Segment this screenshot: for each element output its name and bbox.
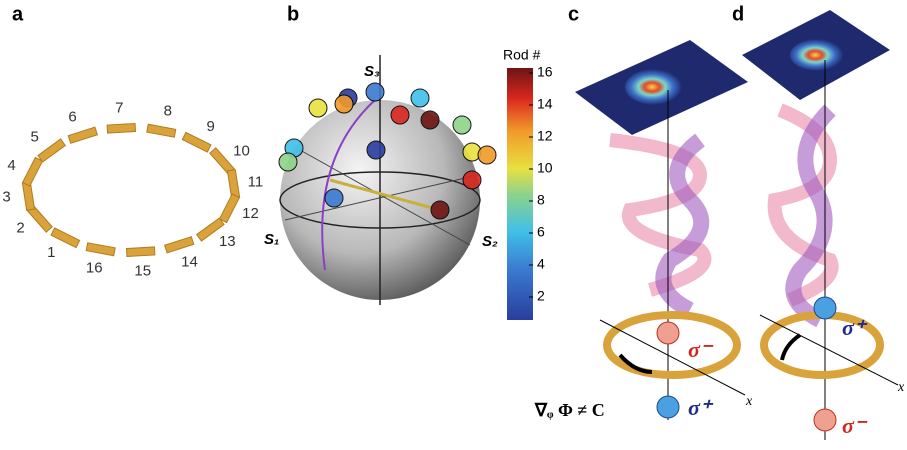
rod-label: 12: [242, 205, 259, 222]
axis-label: x: [745, 394, 753, 409]
rod-label: 11: [248, 173, 264, 190]
rod-label: 15: [134, 263, 151, 280]
sphere-dot: [431, 201, 449, 219]
sphere-dot: [411, 89, 429, 107]
sphere-axis: S₃: [364, 63, 380, 80]
rod: [147, 124, 176, 137]
panel-label: d: [732, 3, 744, 25]
sphere-dot: [391, 106, 409, 124]
sphere-dot: [453, 116, 471, 134]
figure: a b c d S₃ S₁ S₂ Rod # ∇ᵩ Φ ≠ C σ⁻ σ⁺ x …: [0, 0, 907, 450]
rod-label: 6: [68, 108, 76, 125]
sigma-label: σ⁻: [688, 337, 714, 362]
sphere-dot: [367, 141, 385, 159]
panel-label: a: [12, 3, 24, 25]
rod-label: 1: [47, 244, 55, 261]
panel-d-art: [742, 10, 898, 440]
rod: [165, 237, 194, 253]
colorbar-tick-label: 10: [537, 160, 553, 176]
rod-label: 2: [16, 219, 24, 236]
rod: [126, 247, 154, 257]
axis-label: x: [897, 380, 905, 395]
sigma-label: σ⁻: [842, 413, 868, 438]
rod-label: 13: [219, 233, 236, 250]
rod-label: 14: [181, 253, 198, 270]
colorbar-tick-label: 4: [537, 256, 545, 272]
panel-label: c: [568, 3, 579, 25]
rod: [23, 157, 43, 186]
sphere-dot: [325, 189, 343, 207]
colorbar-tick-label: 8: [537, 192, 545, 208]
rod-label: 3: [2, 189, 10, 206]
sphere-dot: [309, 99, 327, 117]
sphere-axis: S₂: [482, 233, 498, 250]
colorbar-tick-label: 2: [537, 288, 545, 304]
panel-c-art: [575, 40, 748, 420]
rod: [182, 132, 211, 152]
colorbar-title: Rod #: [503, 47, 541, 63]
sigma-label: σ⁺: [688, 395, 714, 420]
sigma-label: σ⁺: [842, 315, 868, 340]
rod: [38, 139, 65, 162]
sphere-dot: [463, 171, 481, 189]
rod-label: 8: [164, 103, 172, 120]
sphere-dot: [366, 83, 384, 101]
colorbar-tick-label: 14: [537, 96, 553, 112]
colorbar-tick-label: 12: [537, 128, 553, 144]
rod-label: 9: [207, 118, 215, 135]
panel-label: b: [287, 3, 299, 25]
sphere-dot: [421, 111, 439, 129]
sphere-dot: [335, 95, 353, 113]
rod-label: 16: [86, 259, 103, 276]
rod-label: 7: [115, 99, 123, 116]
colorbar-tick-label: 6: [537, 224, 545, 240]
sphere-axis: S₁: [264, 231, 279, 248]
colorbar-tick-label: 16: [537, 64, 553, 80]
formula: ∇ᵩ Φ ≠ C: [534, 400, 605, 420]
rod: [68, 127, 97, 143]
rod: [86, 243, 115, 256]
rod: [220, 194, 240, 223]
colorbar: [507, 68, 533, 320]
sphere-dot: [478, 146, 496, 164]
rod-label: 5: [31, 129, 39, 146]
rod-label: 10: [233, 143, 250, 160]
rod: [107, 123, 135, 133]
sphere-dot: [279, 153, 297, 171]
rod-label: 4: [7, 157, 15, 174]
